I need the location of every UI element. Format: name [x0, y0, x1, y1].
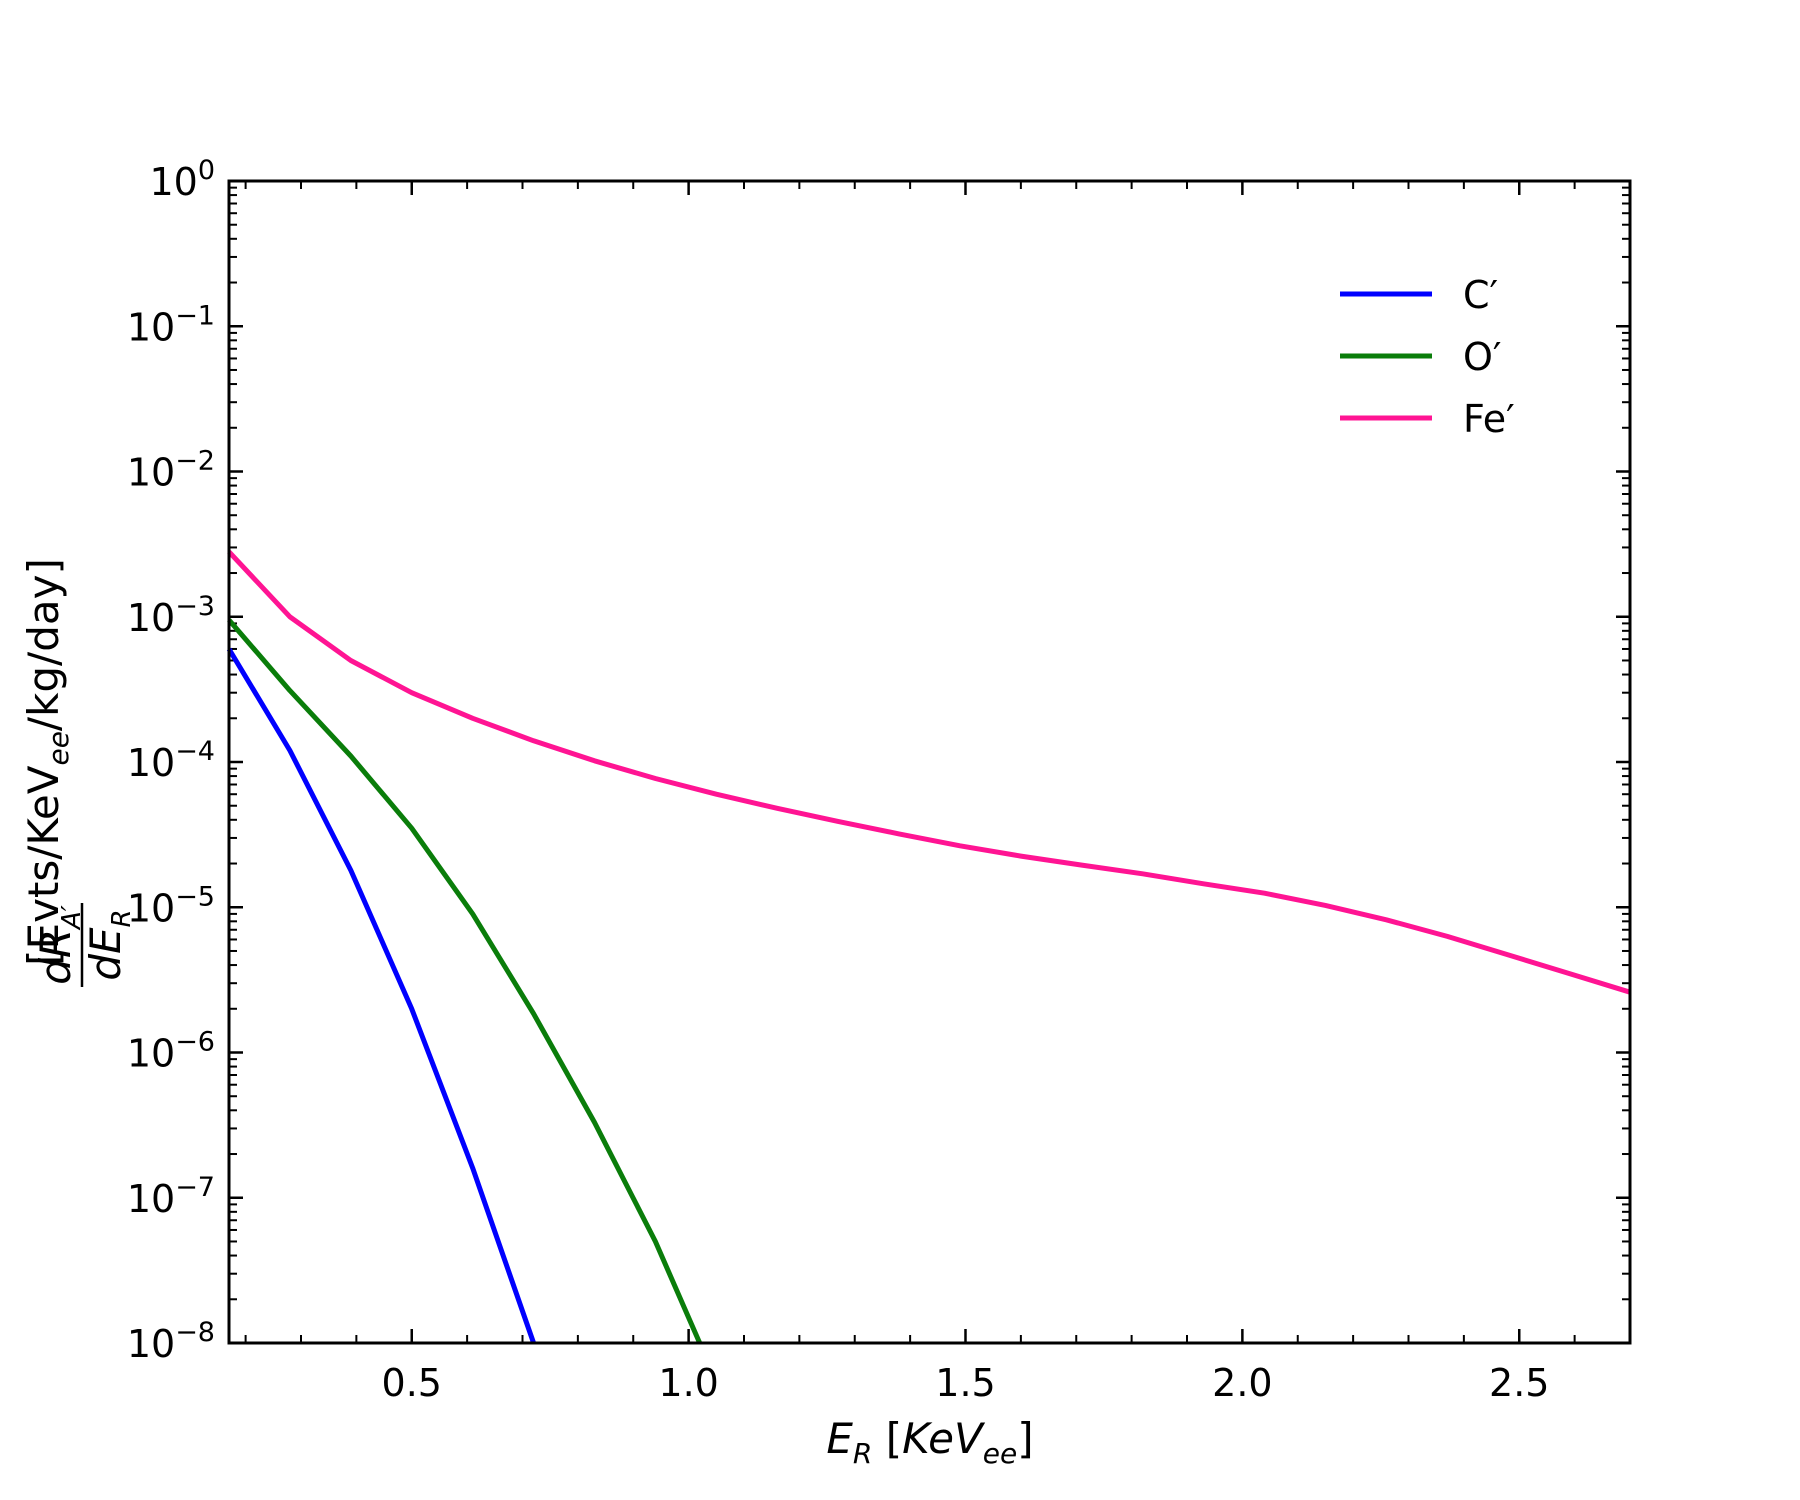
y-tick-label: 10−6: [127, 1027, 215, 1076]
series-layer: [226, 550, 1631, 1345]
y-tick-label: 10−4: [127, 736, 215, 785]
y-tick-label: 10−1: [127, 300, 215, 349]
y-tick-label: 10−2: [127, 446, 215, 495]
x-axis-label: ER [KeVee]: [826, 1414, 1033, 1470]
legend-label: Fe′: [1463, 397, 1515, 441]
y-tick-label: 10−7: [127, 1172, 215, 1221]
legend-label: C′: [1463, 273, 1498, 317]
y-tick-label: 10−5: [127, 881, 215, 930]
x-tick-label: 0.5: [382, 1361, 442, 1405]
svg-text:dER: dER: [81, 909, 137, 980]
x-tick-label: 2.0: [1212, 1361, 1272, 1405]
plot-frame: [227, 179, 1632, 1345]
legend-label: O′: [1463, 335, 1502, 379]
series-line: [226, 647, 536, 1344]
series-line: [227, 618, 702, 1345]
y-tick-labels: 100 10−1 10−2 10−3 10−4 10−5 10−6 10−7 10−8: [127, 155, 215, 1366]
y-tick-label: 100: [149, 155, 215, 204]
x-tick-label: 1.0: [658, 1361, 718, 1405]
y-tick-label: 10−3: [127, 591, 215, 640]
series-line: [227, 550, 1631, 995]
y-axis-fraction: dRA′ dER: [31, 903, 137, 987]
x-tick-labels: 0.5 1.0 1.5 2.0 2.5: [382, 1361, 1550, 1405]
svg-text:[Evts/KeVee/kg/day]: [Evts/KeVee/kg/day]: [19, 558, 75, 966]
legend: C′ O′ Fe′: [1340, 273, 1515, 441]
y-axis-label: [Evts/KeVee/kg/day]: [19, 558, 75, 966]
y-tick-label: 10−8: [127, 1317, 215, 1366]
x-tick-label: 2.5: [1489, 1361, 1549, 1405]
x-tick-label: 1.5: [935, 1361, 995, 1405]
